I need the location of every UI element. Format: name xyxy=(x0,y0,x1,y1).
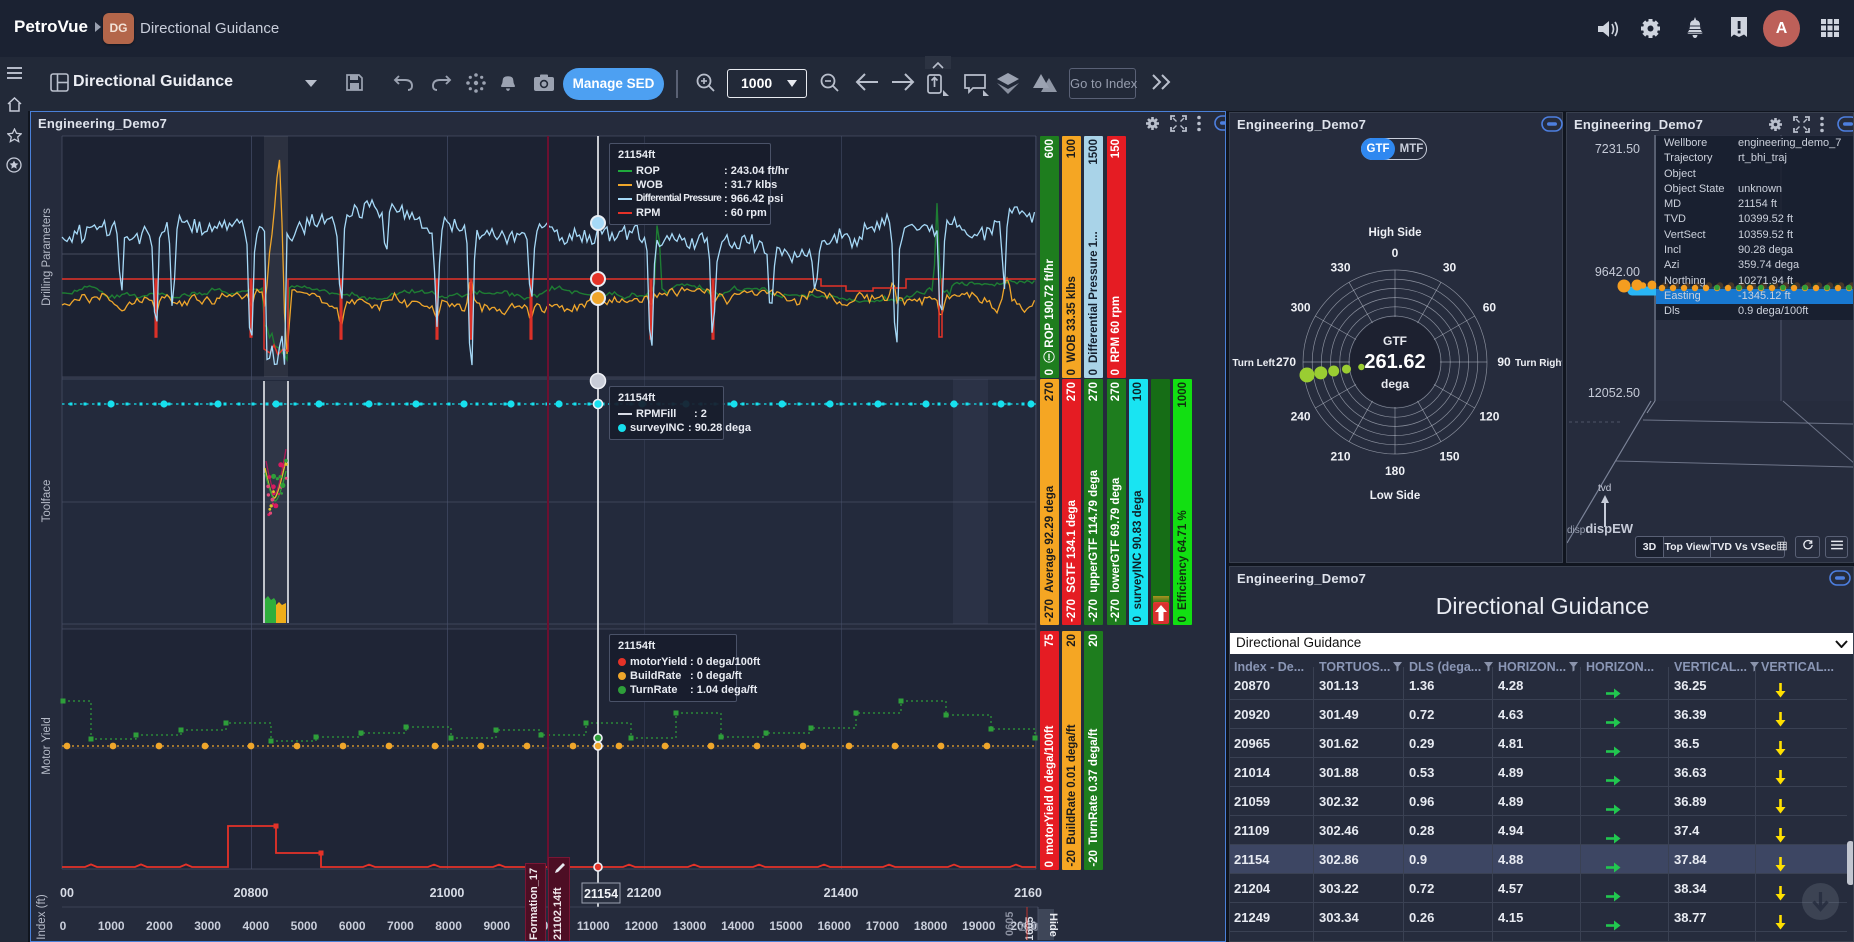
svg-text:19000: 19000 xyxy=(962,919,996,933)
svg-text:2160: 2160 xyxy=(1014,886,1042,900)
svg-text:14000: 14000 xyxy=(721,919,755,933)
svg-text:0: 0 xyxy=(1392,246,1399,260)
svg-text:8000: 8000 xyxy=(435,919,462,933)
svg-text:0605: 0605 xyxy=(1004,912,1016,936)
svg-text:dega: dega xyxy=(1381,377,1409,391)
svg-text:21200: 21200 xyxy=(627,886,662,900)
svg-text:5000: 5000 xyxy=(291,919,318,933)
svg-text:9642.00: 9642.00 xyxy=(1595,265,1640,279)
svg-text:21154: 21154 xyxy=(584,887,618,901)
svg-text:tvd: tvd xyxy=(1598,483,1611,494)
svg-text:21000: 21000 xyxy=(430,886,465,900)
svg-text:Hide: Hide xyxy=(1047,913,1059,937)
svg-text:180: 180 xyxy=(1385,464,1405,478)
svg-text:Toolface: Toolface xyxy=(41,480,53,523)
svg-text:3000: 3000 xyxy=(194,919,221,933)
svg-text:4000: 4000 xyxy=(242,919,269,933)
svg-text:270: 270 xyxy=(1276,355,1296,369)
svg-text:1000: 1000 xyxy=(98,919,125,933)
svg-text:21400: 21400 xyxy=(824,886,859,900)
svg-text:Turn Left: Turn Left xyxy=(1232,358,1275,369)
svg-text:18000: 18000 xyxy=(914,919,948,933)
svg-text:90: 90 xyxy=(1497,355,1511,369)
svg-text:150: 150 xyxy=(1439,449,1459,463)
svg-text:12000: 12000 xyxy=(625,919,659,933)
svg-text:16000: 16000 xyxy=(818,919,852,933)
svg-text:2000: 2000 xyxy=(146,919,173,933)
svg-text:11000: 11000 xyxy=(577,919,610,933)
svg-text:7000: 7000 xyxy=(387,919,414,933)
svg-text:Drilling Parameters: Drilling Parameters xyxy=(41,208,53,306)
svg-text:261.62: 261.62 xyxy=(1364,351,1425,373)
svg-text:00: 00 xyxy=(60,886,74,900)
svg-text:15000: 15000 xyxy=(769,919,803,933)
svg-text:9000: 9000 xyxy=(483,919,510,933)
svg-text:6000: 6000 xyxy=(339,919,366,933)
svg-text:17000: 17000 xyxy=(866,919,900,933)
svg-text:120: 120 xyxy=(1479,410,1499,424)
svg-text:Index (ft): Index (ft) xyxy=(36,894,48,940)
svg-text:dispdispEW: dispdispEW xyxy=(1567,521,1634,536)
svg-text:330: 330 xyxy=(1330,261,1350,275)
svg-text:60: 60 xyxy=(1483,301,1497,315)
svg-text:12052.50: 12052.50 xyxy=(1588,386,1640,400)
svg-text:0: 0 xyxy=(60,919,67,933)
svg-text:210: 210 xyxy=(1330,449,1350,463)
svg-text:Turn Right: Turn Right xyxy=(1515,358,1562,369)
svg-text:300: 300 xyxy=(1291,301,1311,315)
svg-text:30: 30 xyxy=(1443,261,1457,275)
svg-text:13000: 13000 xyxy=(673,919,707,933)
svg-text:Motor Yield: Motor Yield xyxy=(41,717,53,775)
svg-text:Low Side: Low Side xyxy=(1370,490,1420,502)
svg-text:7231.50: 7231.50 xyxy=(1595,142,1640,156)
svg-text:1605: 1605 xyxy=(1024,917,1036,940)
svg-text:High Side: High Side xyxy=(1368,227,1421,239)
svg-text:GTF: GTF xyxy=(1383,334,1407,348)
svg-text:240: 240 xyxy=(1291,410,1311,424)
svg-text:20800: 20800 xyxy=(234,886,269,900)
